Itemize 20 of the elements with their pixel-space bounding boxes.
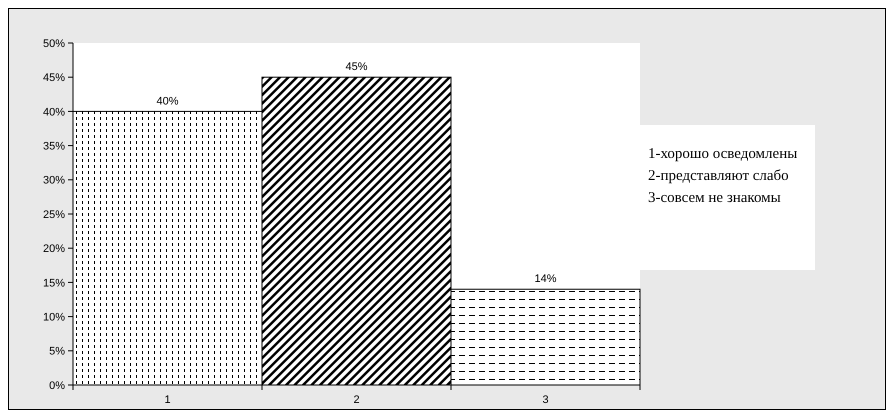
- y-tick-label: 5%: [49, 346, 66, 358]
- y-tick-label: 15%: [42, 277, 66, 290]
- data-label: 45%: [345, 61, 368, 74]
- data-label: 40%: [156, 95, 179, 108]
- y-tick-label: 30%: [42, 174, 66, 187]
- text: 2-представляют слабо: [648, 168, 789, 184]
- y-tick-label: 45%: [42, 72, 66, 84]
- text: 3-совсем не знакомы: [648, 190, 781, 206]
- x-tick-label: 1: [164, 394, 171, 406]
- y-tick-label: 35%: [42, 140, 66, 152]
- y-tick-label: 40%: [42, 106, 66, 118]
- y-tick-label: 0%: [49, 380, 66, 392]
- y-tick-label: 50%: [42, 38, 66, 50]
- x-tick-label: 3: [542, 394, 549, 406]
- y-tick-label: 25%: [42, 208, 66, 221]
- data-label: 14%: [534, 273, 557, 286]
- text: 1-хорошо осведомлены: [648, 146, 798, 162]
- y-tick-label: 20%: [42, 243, 66, 256]
- x-tick-label: 2: [353, 394, 360, 406]
- y-tick-label: 10%: [42, 311, 66, 324]
